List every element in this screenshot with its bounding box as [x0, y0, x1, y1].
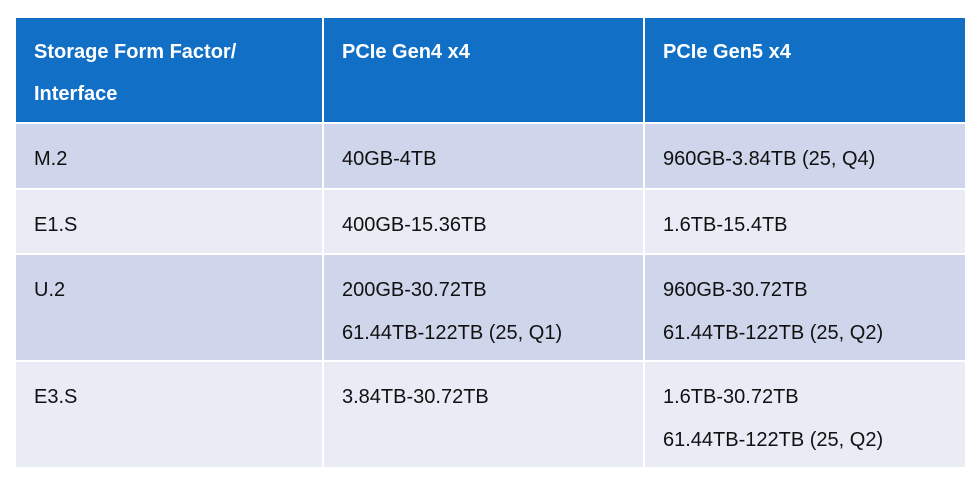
- cell-line: 40GB-4TB: [342, 148, 437, 170]
- header-row: Storage Form Factor/Interface PCIe Gen4 x…: [14, 16, 967, 124]
- table-row: M.2 40GB-4TB 960GB-3.84TB (25, Q4): [14, 122, 967, 190]
- table-row: U.2 200GB-30.72TB 61.44TB-122TB (25, Q1) 96…: [14, 253, 967, 362]
- cell-line: 960GB-30.72TB: [663, 279, 808, 301]
- cell-line: 200GB-30.72TB: [342, 279, 487, 301]
- header-cell: PCIe Gen4 x4: [322, 16, 645, 124]
- cell-line: U.2: [34, 279, 66, 301]
- table-cell: 960GB-30.72TB 61.44TB-122TB (25, Q2): [643, 253, 967, 362]
- table-body: M.2 40GB-4TB 960GB-3.84TB (25, Q4) E1.S 400G…: [14, 122, 967, 469]
- cell-line: E3.S: [34, 386, 78, 408]
- table-cell: 200GB-30.72TB 61.44TB-122TB (25, Q1): [322, 253, 645, 362]
- cell-line: 1.6TB-15.4TB: [663, 214, 788, 236]
- table-row: E1.S 400GB-15.36TB 1.6TB-15.4TB: [14, 188, 967, 255]
- cell-line: 61.44TB-122TB (25, Q1): [342, 322, 563, 344]
- cell-line: PCIe Gen4 x4: [342, 41, 470, 63]
- table-cell: 1.6TB-30.72TB 61.44TB-122TB (25, Q2): [643, 360, 967, 469]
- cell-line: 61.44TB-122TB (25, Q2): [663, 322, 884, 344]
- table-row: E3.S 3.84TB-30.72TB 1.6TB-30.72TB 61.44TB-1…: [14, 360, 967, 469]
- cell-line: E1.S: [34, 214, 78, 236]
- spec-table: Storage Form Factor/Interface PCIe Gen4 x…: [14, 16, 967, 469]
- table-cell: E1.S: [14, 188, 324, 255]
- cell-line: Storage Form Factor/: [34, 41, 237, 63]
- cell-line: M.2: [34, 148, 68, 170]
- header-cell: Storage Form Factor/Interface: [14, 16, 324, 124]
- cell-line: 960GB-3.84TB (25, Q4): [663, 148, 876, 170]
- cell-line: 3.84TB-30.72TB: [342, 386, 489, 408]
- cell-line: 1.6TB-30.72TB: [663, 386, 799, 408]
- table-cell: 40GB-4TB: [322, 122, 645, 190]
- table-cell: 1.6TB-15.4TB: [643, 188, 967, 255]
- table-cell: E3.S: [14, 360, 324, 469]
- table-cell: 400GB-15.36TB: [322, 188, 645, 255]
- cell-line: Interface: [34, 83, 118, 105]
- table-cell: U.2: [14, 253, 324, 362]
- cell-line: PCIe Gen5 x4: [663, 41, 791, 63]
- table-cell: 960GB-3.84TB (25, Q4): [643, 122, 967, 190]
- table-cell: M.2: [14, 122, 324, 190]
- table-cell: 3.84TB-30.72TB: [322, 360, 645, 469]
- cell-line: 61.44TB-122TB (25, Q2): [663, 429, 884, 451]
- cell-line: 400GB-15.36TB: [342, 214, 487, 236]
- header-cell: PCIe Gen5 x4: [643, 16, 967, 124]
